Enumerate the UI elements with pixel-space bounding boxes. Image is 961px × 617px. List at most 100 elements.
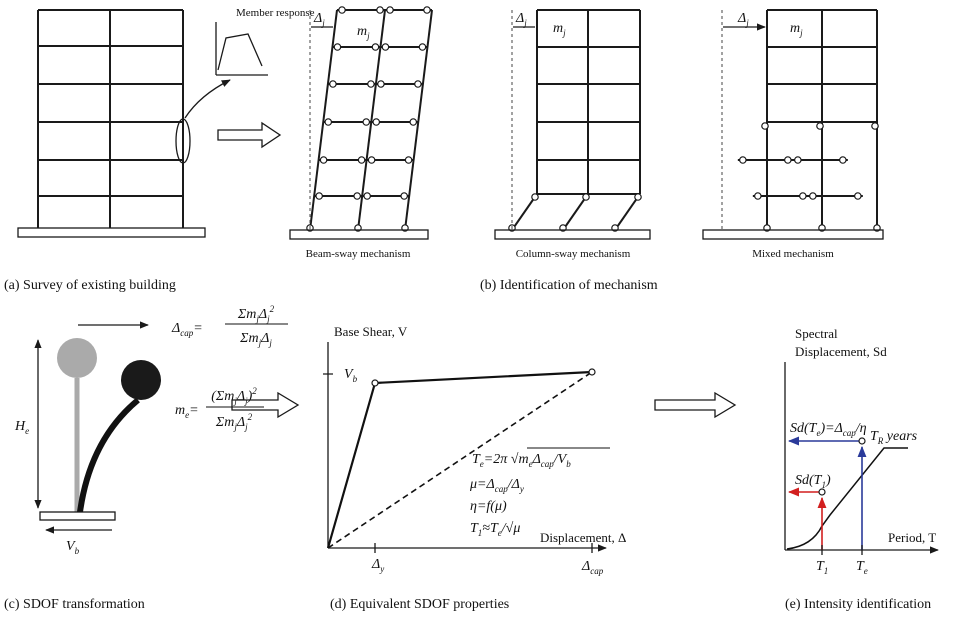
point (858, 437, 866, 445)
plastic-hinge (371, 43, 380, 51)
mass-ball (57, 338, 97, 378)
label-part: cap (843, 428, 856, 438)
label-part: 1 (821, 480, 826, 490)
spectrum (786, 447, 908, 550)
label-part: j (562, 28, 566, 38)
label-part: T (870, 429, 879, 444)
secant (327, 371, 593, 549)
label-part: 2 (252, 386, 257, 396)
label-part: j (268, 338, 272, 348)
label-part: j (233, 422, 237, 432)
label-part: j (244, 396, 248, 406)
label-part: e (529, 459, 533, 469)
label-part: b (566, 459, 571, 469)
frames (37, 6, 881, 232)
label-part: m (175, 403, 185, 418)
plastic-hinge (324, 118, 333, 126)
label-part: j (523, 18, 527, 28)
label-part: Δ (313, 11, 322, 26)
label-part: Δ (532, 452, 541, 467)
plastic-hinge (634, 193, 642, 201)
label-part: η=f(μ) (470, 499, 507, 514)
x-axis-label: Period, T (888, 530, 936, 545)
label-part: Δ (515, 11, 524, 26)
plastic-hinge (319, 156, 328, 164)
label-part: cap (541, 459, 554, 469)
label-part: j (745, 18, 749, 28)
label-part: Σm (239, 331, 258, 346)
caption: (d) Equivalent SDOF properties (330, 597, 509, 612)
plastic-hinge (367, 156, 376, 164)
label-part: = (189, 403, 198, 418)
plastic-hinge (854, 192, 862, 200)
axes (327, 342, 606, 548)
label-part: /√μ (501, 521, 521, 536)
label-part: j (258, 338, 262, 348)
label-part: Sd(T (790, 421, 818, 436)
label-part: μ=Δ (469, 477, 495, 492)
mechanism-label: Column-sway mechanism (516, 248, 631, 260)
mass-label: mj (790, 21, 803, 38)
inset-graph (215, 22, 268, 76)
label-part: cap (180, 328, 193, 338)
label-part: V (344, 367, 354, 382)
caption: (c) SDOF transformation (4, 597, 145, 612)
y-axis-label: Displacement, Sd (795, 344, 887, 359)
label-part: j (366, 31, 370, 41)
cap-label: Δcap (581, 559, 604, 576)
plastic-hinge (423, 6, 431, 14)
label-part: e (25, 426, 29, 436)
label-part: j (255, 314, 259, 324)
mass-label: mj (553, 21, 566, 38)
label-part: e (185, 410, 189, 420)
drift-label: Δj (737, 11, 749, 28)
plastic-hinge (376, 6, 384, 14)
label-part: H (14, 419, 26, 434)
hollow-arrow (654, 391, 737, 419)
label-part: Δ (258, 307, 267, 322)
point (371, 379, 379, 387)
formula: ΣmjΔj (239, 331, 272, 348)
label-part: Δ (171, 321, 180, 336)
member (404, 9, 433, 231)
label-part: ≈T (482, 521, 499, 536)
caption: (e) Intensity identification (785, 597, 931, 612)
plastic-hinge (363, 192, 371, 200)
te-label: Te (856, 559, 868, 576)
formula: T1≈Te/√μ (470, 521, 520, 538)
label-part: R (877, 436, 884, 446)
label-part: Δ (260, 331, 269, 346)
label-part: j (799, 28, 803, 38)
base-slab (289, 229, 429, 240)
caption: (b) Identification of mechanism (480, 278, 658, 293)
plastic-hinge (839, 156, 847, 164)
label-part: = (193, 321, 202, 336)
point (588, 368, 596, 376)
formula: ΣmjΔj2 (237, 304, 275, 324)
label-part: b (75, 546, 80, 556)
label-part: (Σm (211, 389, 234, 404)
plastic-hinge (409, 118, 418, 126)
label-part: 1 (824, 566, 829, 576)
plastic-hinge (761, 122, 769, 130)
base-slab (17, 227, 206, 238)
label-part: Sd(T (795, 473, 823, 488)
mass-label: mj (357, 24, 370, 41)
caption: (a) Survey of existing building (4, 278, 176, 293)
label-part: Δ (737, 11, 746, 26)
label-part: cap (495, 484, 508, 494)
plastic-hinge (400, 192, 408, 200)
label-part: y (519, 484, 524, 494)
mechanism-label: Beam-sway mechanism (306, 248, 411, 260)
label-part: m (790, 21, 800, 36)
y-axis-label: Spectral (795, 326, 838, 341)
plastic-hinge (816, 122, 824, 130)
plastic-hinge (315, 192, 323, 200)
formula: Te=2π √meΔcap/Vb (472, 452, 571, 469)
height-label: He (14, 419, 29, 436)
hollow-arrow (217, 121, 282, 149)
label-part: j (233, 396, 237, 406)
formula: η=f(μ) (470, 499, 507, 514)
plastic-hinge (333, 43, 342, 51)
